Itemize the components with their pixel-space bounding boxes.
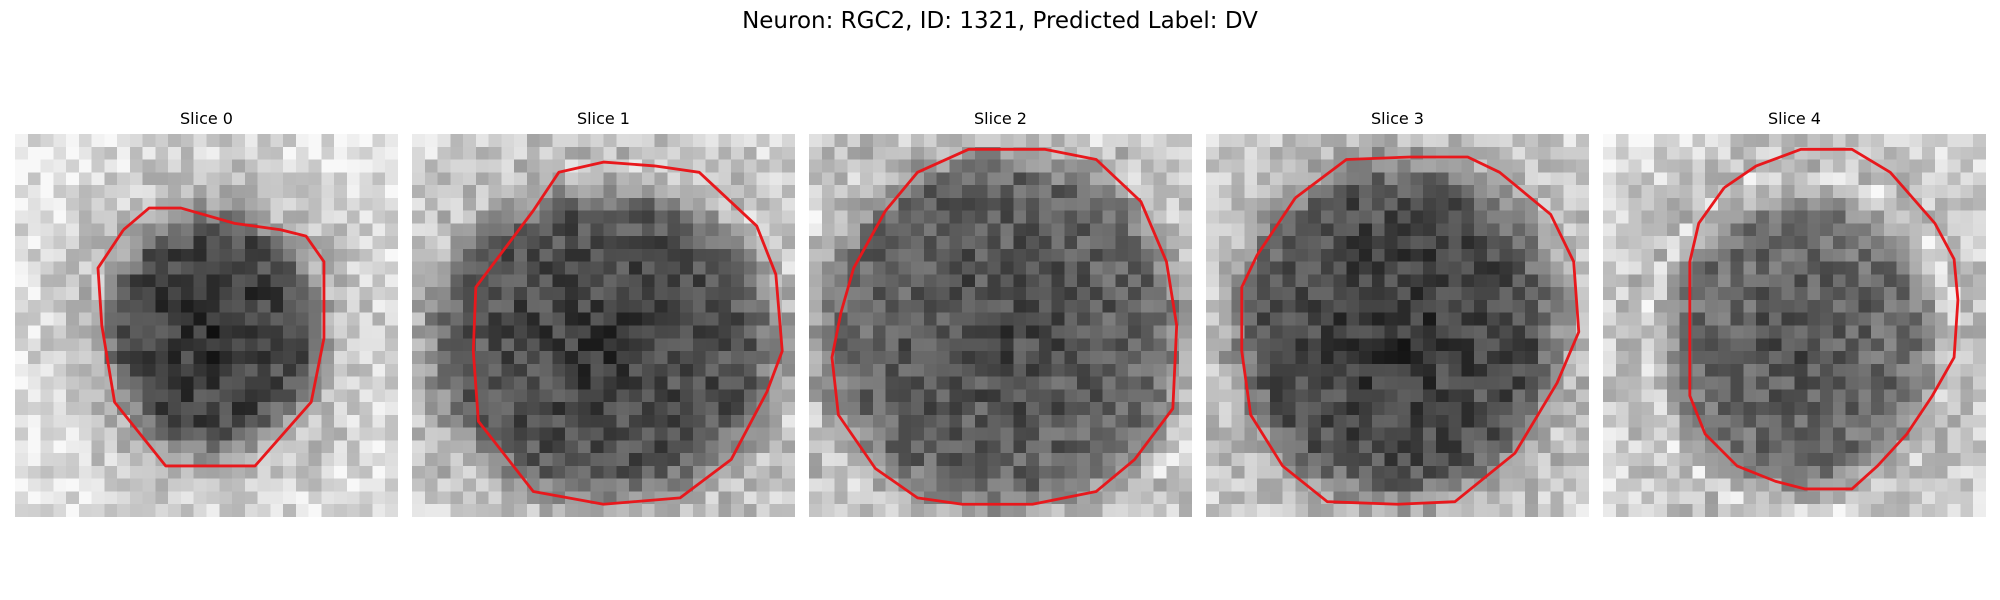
contour-outline bbox=[1240, 155, 1581, 506]
slice-title-2: Slice 2 bbox=[974, 109, 1027, 128]
pixel-grid bbox=[412, 134, 795, 517]
slice-image-0 bbox=[15, 134, 398, 517]
pixel-grid bbox=[15, 134, 398, 517]
slice-panel-1: Slice 1 bbox=[412, 108, 795, 517]
slice-title-1: Slice 1 bbox=[577, 109, 630, 128]
pixel-grid bbox=[1603, 134, 1986, 517]
slice-title-3: Slice 3 bbox=[1371, 109, 1424, 128]
slice-image-1 bbox=[412, 134, 795, 517]
slice-image-2 bbox=[809, 134, 1192, 517]
slice-title-0: Slice 0 bbox=[180, 109, 233, 128]
slice-image-4 bbox=[1603, 134, 1986, 517]
contour-outline bbox=[830, 147, 1179, 506]
contour-outline bbox=[96, 206, 326, 468]
pixel-grid bbox=[1206, 134, 1589, 517]
slice-panel-3: Slice 3 bbox=[1206, 108, 1589, 517]
slice-panel-4: Slice 4 bbox=[1603, 108, 1986, 517]
figure-title: Neuron: RGC2, ID: 1321, Predicted Label:… bbox=[742, 8, 1258, 34]
slice-title-4: Slice 4 bbox=[1768, 109, 1821, 128]
slice-panel-0: Slice 0 bbox=[15, 108, 398, 517]
contour-outline bbox=[471, 160, 784, 506]
slice-panel-2: Slice 2 bbox=[809, 108, 1192, 517]
contour-outline bbox=[1688, 147, 1960, 491]
slice-image-3 bbox=[1206, 134, 1589, 517]
